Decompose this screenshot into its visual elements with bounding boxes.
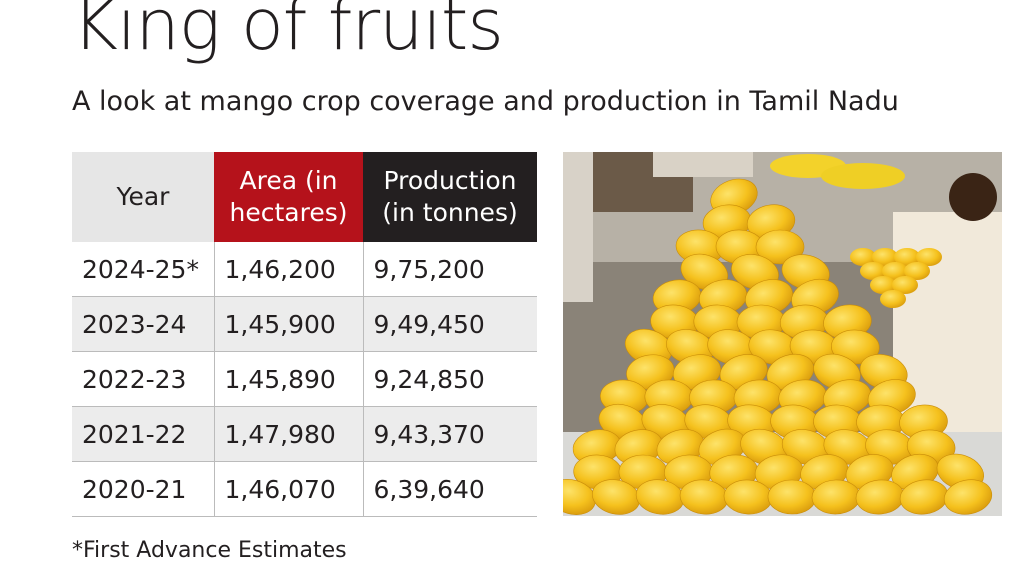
- table-row: 2022-23 1,45,890 9,24,850: [72, 351, 537, 407]
- table-cell: 1,47,980: [214, 406, 364, 462]
- table-cell: 2021-22: [72, 406, 215, 462]
- table-cell: 1,46,200: [214, 242, 364, 297]
- mango: [943, 479, 993, 515]
- mango: [916, 248, 942, 266]
- vendor-head: [949, 173, 997, 221]
- data-table: Year Area (in hectares) Production (in t…: [72, 152, 537, 517]
- mango: [892, 276, 918, 294]
- subtitle: A look at mango crop coverage and produc…: [72, 86, 899, 117]
- table-cell: 2023-24: [72, 296, 215, 352]
- mango: [882, 262, 908, 280]
- sign: [653, 152, 753, 177]
- table-cell: 9,24,850: [363, 351, 537, 407]
- pillar: [563, 152, 593, 302]
- table-cell: 6,39,640: [363, 461, 537, 517]
- table-row: 2021-22 1,47,980 9,43,370: [72, 406, 537, 462]
- table-cell: 2020-21: [72, 461, 215, 517]
- mango: [894, 248, 920, 266]
- mango: [904, 262, 930, 280]
- table-cell: 2024-25*: [72, 242, 215, 297]
- mango: [880, 290, 906, 308]
- mango: [860, 262, 886, 280]
- column-header: Year: [72, 152, 214, 242]
- mango: [563, 479, 596, 515]
- footnote: *First Advance Estimates: [72, 538, 347, 563]
- table-cell: 1,46,070: [214, 461, 364, 517]
- table-cell: 9,75,200: [363, 242, 537, 297]
- umbrella: [821, 163, 905, 189]
- table-row: 2024-25* 1,46,200 9,75,200: [72, 242, 537, 297]
- column-header: Area (in hectares): [214, 152, 363, 242]
- title: King of fruits: [72, 0, 504, 66]
- mango-photo: [563, 152, 1002, 516]
- table-cell: 1,45,890: [214, 351, 364, 407]
- table-row: 2020-21 1,46,070 6,39,640: [72, 461, 537, 517]
- table-cell: 9,43,370: [363, 406, 537, 462]
- mango: [767, 479, 817, 515]
- table-cell: 9,49,450: [363, 296, 537, 352]
- mango: [872, 248, 898, 266]
- table-cell: 2022-23: [72, 351, 215, 407]
- column-header: Production (in tonnes): [363, 152, 537, 242]
- table-row: 2023-24 1,45,900 9,49,450: [72, 296, 537, 352]
- mango: [850, 248, 876, 266]
- table-cell: 1,45,900: [214, 296, 364, 352]
- mango: [870, 276, 896, 294]
- mango: [755, 229, 805, 265]
- header-row: Year Area (in hectares) Production (in t…: [72, 152, 537, 242]
